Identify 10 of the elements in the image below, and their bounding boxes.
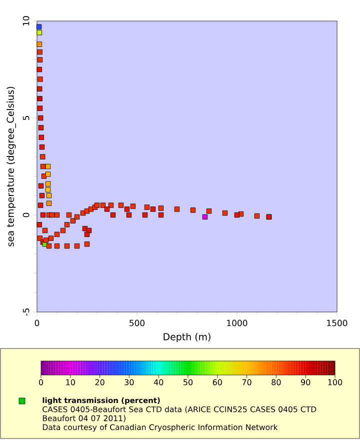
y-tick-label: -5 [22,308,30,316]
x-tick-label: 0 [34,320,40,326]
y-axis-title: sea temperature (degree_Celsius) [6,86,16,246]
x-tick-label: 1000 [227,320,248,326]
x-tick-label: 500 [130,320,145,326]
y-tick-label: 0 [22,212,30,218]
y-tick-label: 5 [22,116,30,120]
x-axis-title: Depth (m) [164,333,210,342]
x-tick-label: 1500 [327,320,348,326]
y-tick-label: 10 [22,16,30,26]
